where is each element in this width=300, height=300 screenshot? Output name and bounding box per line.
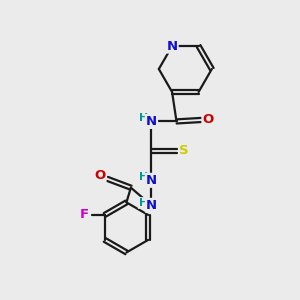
Text: N: N [146, 199, 157, 212]
Text: O: O [94, 169, 106, 182]
Text: N: N [167, 40, 178, 52]
Text: N: N [146, 174, 157, 187]
Text: H: H [139, 172, 148, 182]
Text: H: H [139, 113, 148, 123]
Text: S: S [179, 144, 189, 158]
Text: H: H [139, 198, 148, 208]
Text: F: F [80, 208, 89, 221]
Text: O: O [202, 113, 214, 126]
Text: N: N [146, 115, 157, 128]
